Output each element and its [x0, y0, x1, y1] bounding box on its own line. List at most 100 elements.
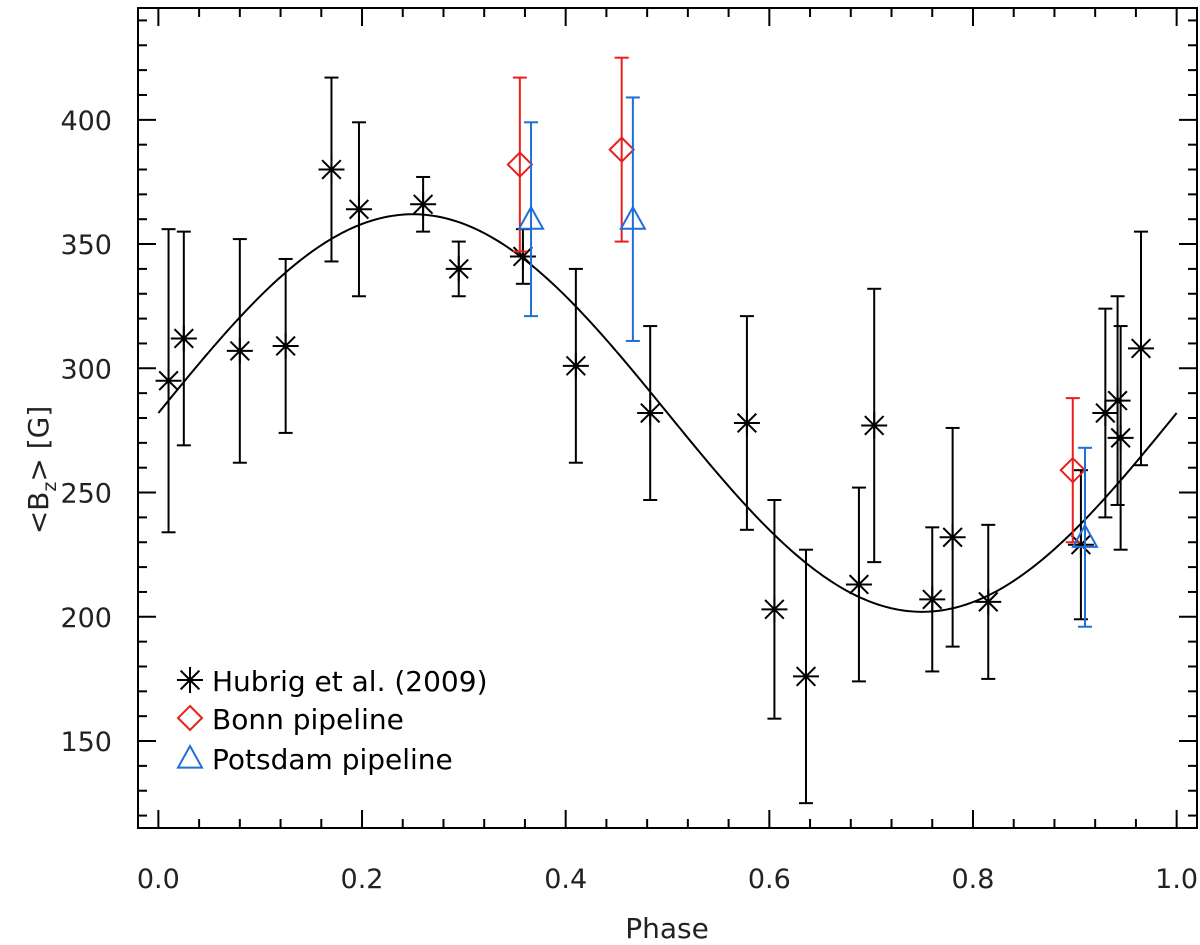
y-tick-label: 200	[60, 603, 112, 634]
data-point	[226, 238, 253, 464]
asterisk-marker	[733, 409, 760, 436]
asterisk-marker	[1107, 424, 1134, 451]
data-point	[861, 287, 888, 564]
asterisk-stroke	[173, 328, 194, 349]
diamond-marker	[176, 704, 204, 732]
data-point	[1104, 295, 1131, 506]
x-tick-label: 0.6	[748, 864, 791, 895]
asterisk-stroke	[512, 246, 533, 267]
x-tick-label: 0.2	[341, 864, 384, 895]
y-tick-label: 250	[60, 479, 112, 510]
data-point	[608, 56, 636, 243]
asterisk-marker	[637, 400, 664, 427]
x-axis-title: Phase	[625, 912, 709, 945]
data-point	[975, 523, 1002, 680]
legend-label: Bonn pipeline	[212, 703, 404, 736]
data-point	[1071, 446, 1099, 628]
asterisk-marker	[792, 663, 819, 690]
asterisk-marker	[919, 586, 946, 613]
fit-curve-layer	[157, 213, 1178, 613]
triangle-marker	[619, 205, 647, 230]
y-tick-label: 350	[60, 230, 112, 261]
data-point	[410, 175, 437, 233]
asterisk-marker	[861, 412, 888, 439]
data-point	[1127, 230, 1154, 467]
data-points-layer	[155, 56, 1154, 805]
y-tick-label: 300	[60, 354, 112, 385]
asterisk-marker	[1127, 335, 1154, 362]
diamond-shape	[1059, 456, 1087, 484]
data-point	[170, 230, 197, 447]
asterisk-marker	[445, 255, 472, 282]
diamond-marker	[608, 136, 636, 164]
asterisk-marker	[939, 524, 966, 551]
legend: Hubrig et al. (2009) Bonn pipeline Potsdam…	[176, 665, 488, 776]
asterisk-stroke	[565, 355, 586, 376]
asterisk-stroke	[1070, 534, 1091, 555]
y-axis-title-main: <B	[22, 492, 55, 535]
asterisk-stroke	[922, 589, 943, 610]
data-point	[445, 240, 472, 298]
data-point	[517, 121, 545, 318]
asterisk-marker	[345, 196, 372, 223]
asterisk-marker	[272, 332, 299, 359]
triangle-shape	[517, 205, 545, 230]
data-point	[1107, 325, 1134, 551]
asterisk-stroke	[1107, 390, 1128, 411]
asterisk-marker	[318, 156, 345, 183]
data-point	[345, 121, 372, 298]
asterisk-marker	[1067, 531, 1094, 558]
asterisk-marker	[975, 588, 1002, 615]
y-tick-label: 400	[60, 106, 112, 137]
data-point	[761, 499, 788, 720]
asterisk-marker	[1104, 387, 1131, 414]
diamond-shape	[506, 151, 534, 178]
fit-curve	[157, 213, 1178, 613]
asterisk-stroke	[321, 159, 342, 180]
axes-layer: 0.0 0.2 0.4 0.6 0.8 1.0 150 200 250 300 350 400	[60, 7, 1198, 895]
data-point	[733, 315, 760, 531]
x-tick-label: 0.4	[544, 864, 587, 895]
asterisk-stroke	[1130, 338, 1152, 359]
series-diamond	[506, 56, 1087, 544]
legend-entry: Bonn pipeline	[176, 703, 404, 736]
asterisk-stroke	[864, 415, 885, 436]
asterisk-marker	[410, 191, 437, 218]
data-point	[637, 325, 664, 501]
asterisk-marker	[226, 337, 253, 364]
asterisk-stroke	[179, 669, 201, 691]
asterisk-marker	[761, 596, 788, 623]
asterisk-stroke	[158, 370, 179, 391]
x-tick-label: 0.0	[137, 864, 180, 895]
data-point	[318, 76, 345, 263]
data-point	[792, 548, 819, 805]
asterisk-stroke	[942, 527, 963, 548]
data-point	[1067, 469, 1094, 621]
data-point	[509, 228, 536, 285]
data-point	[272, 257, 299, 434]
asterisk-stroke	[229, 340, 250, 361]
triangle-marker	[1071, 523, 1099, 548]
legend-label: Potsdam pipeline	[212, 743, 453, 776]
data-point	[619, 96, 647, 342]
asterisk-stroke	[413, 194, 434, 215]
triangle-shape	[1071, 523, 1099, 548]
asterisk-marker	[155, 367, 182, 394]
asterisk-marker	[845, 571, 872, 598]
asterisk-stroke	[448, 258, 469, 279]
asterisk-marker	[177, 667, 203, 693]
data-point	[919, 526, 946, 673]
y-axis-title-subscript: z	[39, 482, 61, 492]
data-point	[506, 76, 534, 253]
data-point	[155, 228, 182, 534]
series-asterisk	[155, 76, 1154, 805]
legend-label: Hubrig et al. (2009)	[212, 665, 488, 698]
series-triangle	[517, 96, 1099, 628]
asterisk-stroke	[348, 199, 370, 220]
asterisk-stroke	[764, 599, 785, 620]
x-tick-label: 0.8	[952, 864, 995, 895]
data-point	[1059, 397, 1087, 544]
x-tick-label: 1.0	[1155, 864, 1198, 895]
triangle-marker	[176, 743, 204, 769]
